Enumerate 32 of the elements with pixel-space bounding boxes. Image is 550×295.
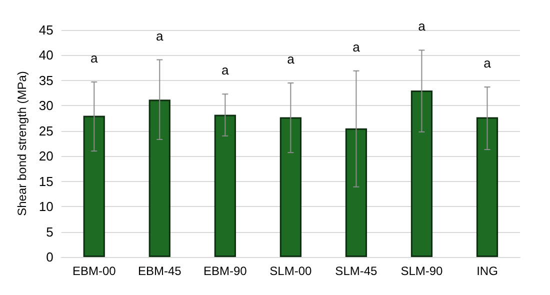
- x-tick-label: SLM-00: [270, 264, 312, 278]
- y-tick-label: 5: [46, 224, 54, 240]
- y-tick-label: 20: [38, 148, 54, 164]
- x-tick-label: ING: [476, 264, 498, 278]
- annotation: a: [484, 56, 492, 70]
- x-tick-label: SLM-90: [400, 264, 444, 278]
- bar: [280, 117, 302, 257]
- x-tick-label: SLM-45: [335, 264, 378, 278]
- x-tick-label: EBM-45: [138, 264, 182, 278]
- annotation: a: [352, 39, 361, 54]
- annotation: a: [222, 62, 230, 78]
- bar: [148, 100, 170, 257]
- y-axis-title: Shear bond strength (MPa): [15, 71, 29, 216]
- bar: [83, 116, 105, 257]
- x-tick-label: EBM-90: [203, 264, 248, 278]
- y-tick-label: 35: [38, 72, 54, 88]
- y-tick-label: 25: [38, 123, 54, 138]
- annotation: a: [287, 51, 296, 66]
- y-tick-label: 40: [38, 48, 54, 63]
- y-tick-label: 10: [38, 199, 54, 214]
- x-tick-label: EBM-00: [72, 264, 116, 278]
- y-tick-label: 45: [38, 22, 54, 38]
- y-tick-label: 0: [46, 250, 54, 264]
- annotation: a: [156, 28, 164, 44]
- bar: [345, 128, 368, 257]
- bar: [476, 117, 498, 257]
- bar: [214, 114, 236, 257]
- y-tick-label: 15: [38, 174, 54, 189]
- annotation: a: [90, 50, 99, 66]
- annotation: a: [418, 18, 426, 34]
- bar: [410, 90, 433, 257]
- y-tick-label: 30: [38, 98, 54, 114]
